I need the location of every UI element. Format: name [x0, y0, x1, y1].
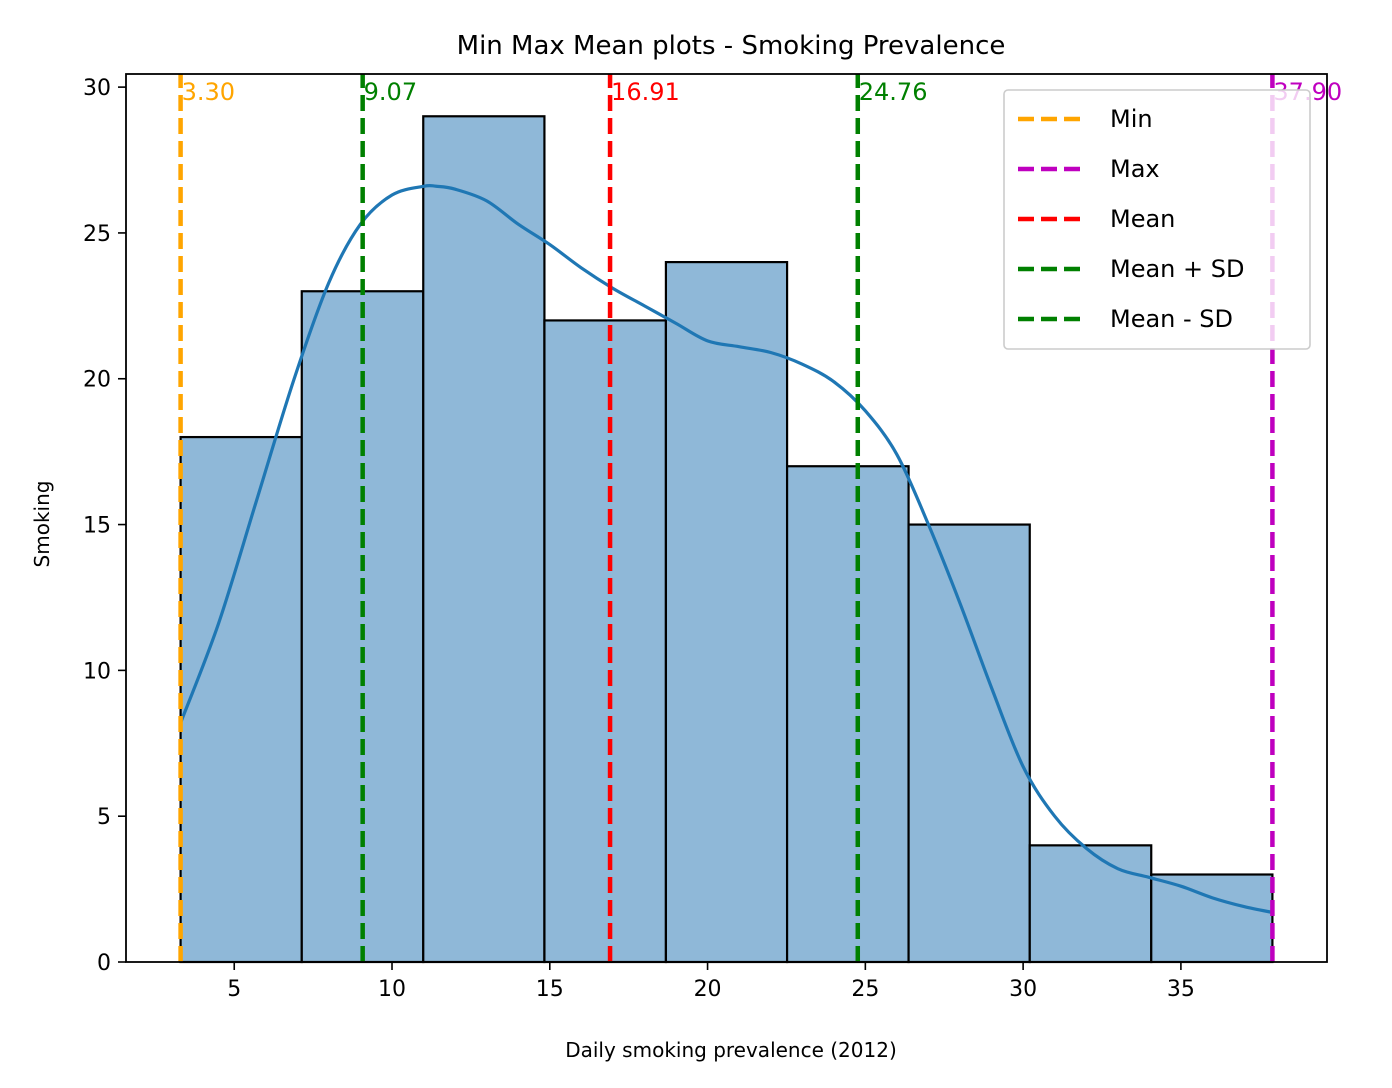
y-tick-label-0: 0	[97, 951, 111, 976]
legend-frame	[1003, 89, 1311, 350]
legend-item-3: Mean + SD	[1110, 255, 1244, 283]
legend-item-4: Mean - SD	[1110, 305, 1233, 333]
bars-layer	[179, 115, 1274, 964]
histogram-bar-4	[664, 260, 789, 964]
plot-frame	[125, 73, 1328, 963]
x-axis-label: Daily smoking prevalence (2012)	[565, 1038, 897, 1062]
y-axis-label: Smoking	[30, 481, 54, 568]
vline-label-4: 9.07	[364, 78, 417, 106]
histogram-bar-3	[543, 319, 668, 964]
kde-layer	[179, 183, 1273, 914]
x-tick-label-0: 5	[227, 977, 241, 1002]
histogram-bar-2	[422, 115, 546, 964]
vline-label-3: 24.76	[859, 78, 928, 106]
x-tick-label-6: 35	[1167, 977, 1195, 1002]
y-tick-label-5: 25	[83, 222, 111, 247]
kde-curve	[179, 183, 1273, 914]
x-tick-label-2: 15	[536, 977, 564, 1002]
vline-label-0: 3.30	[182, 78, 235, 106]
histogram-bar-7	[1028, 844, 1153, 964]
legend-item-2: Mean	[1110, 205, 1175, 233]
y-tick-label-3: 15	[83, 514, 111, 539]
y-tick-label-2: 10	[83, 659, 111, 684]
x-tick-label-1: 10	[378, 977, 406, 1002]
legend-item-0: Min	[1110, 105, 1153, 133]
axes-layer: 5 10 15 20 25 30 35 0 5 10 15 20 25 30	[83, 73, 1328, 1002]
vline-label-2: 16.91	[611, 78, 680, 106]
y-tick-label-1: 5	[97, 805, 111, 830]
y-tick-label-4: 20	[83, 368, 111, 393]
legend: Min Max Mean Mean + SD Mean - SD	[1003, 89, 1311, 350]
x-tick-label-5: 30	[1009, 977, 1037, 1002]
histogram-bar-0	[179, 435, 303, 964]
chart-title: Min Max Mean plots - Smoking Prevalence	[457, 31, 1006, 61]
histogram-bar-8	[1150, 873, 1274, 964]
x-tick-label-4: 25	[851, 977, 879, 1002]
legend-item-1: Max	[1110, 155, 1160, 183]
x-tick-label-3: 20	[694, 977, 722, 1002]
histogram-bar-5	[785, 465, 910, 964]
y-tick-label-6: 30	[83, 76, 111, 101]
